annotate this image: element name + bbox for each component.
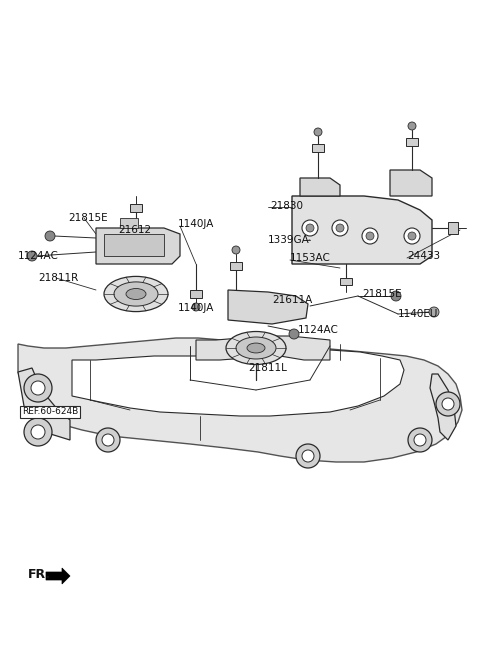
Circle shape [442,398,454,410]
Bar [130,204,142,212]
Text: 1140JA: 1140JA [178,219,215,229]
Polygon shape [196,336,330,360]
Bar [104,234,164,256]
Text: REF.60-624B: REF.60-624B [22,407,78,417]
Text: 1153AC: 1153AC [290,253,331,263]
Circle shape [192,303,200,311]
Circle shape [232,246,240,254]
Circle shape [296,444,320,468]
Polygon shape [72,350,404,416]
Bar [230,262,242,270]
Polygon shape [292,196,432,264]
Circle shape [362,228,378,244]
Circle shape [391,291,401,301]
Circle shape [45,231,55,241]
Text: 21811R: 21811R [38,273,78,283]
Text: 1124AC: 1124AC [298,325,339,335]
Polygon shape [96,228,180,264]
Polygon shape [390,170,432,196]
Circle shape [404,228,420,244]
Circle shape [436,392,460,416]
Ellipse shape [126,289,146,300]
Polygon shape [46,568,70,584]
Circle shape [408,232,416,240]
Circle shape [289,329,299,339]
Circle shape [31,425,45,439]
Circle shape [408,428,432,452]
Ellipse shape [247,343,265,353]
Ellipse shape [104,276,168,312]
Circle shape [332,220,348,236]
Ellipse shape [114,282,158,306]
Bar [448,222,458,234]
Circle shape [24,418,52,446]
Circle shape [102,434,114,446]
Bar [312,144,324,152]
Polygon shape [300,178,340,196]
Text: 21611A: 21611A [272,295,312,305]
Bar [406,138,418,146]
Text: 21815E: 21815E [68,213,108,223]
Circle shape [429,307,439,317]
Text: 1339GA: 1339GA [268,235,310,245]
Text: 1140EU: 1140EU [398,309,438,319]
Circle shape [366,232,374,240]
Circle shape [24,374,52,402]
Circle shape [302,220,318,236]
Circle shape [27,251,37,261]
Circle shape [31,381,45,395]
Text: 1140JA: 1140JA [178,303,215,313]
Circle shape [96,428,120,452]
Bar [120,218,138,228]
Bar [190,290,202,298]
Circle shape [336,224,344,232]
Text: 24433: 24433 [407,251,440,261]
Circle shape [408,122,416,130]
Ellipse shape [226,331,286,365]
Ellipse shape [236,337,276,359]
Polygon shape [18,368,70,440]
Text: 21612: 21612 [118,225,151,235]
Bar [340,278,352,285]
Polygon shape [430,374,456,440]
Text: FR.: FR. [28,567,51,581]
Polygon shape [18,338,462,462]
Text: 1124AC: 1124AC [18,251,59,261]
Polygon shape [228,290,308,324]
Circle shape [302,450,314,462]
Text: 21811L: 21811L [248,363,287,373]
Text: 21830: 21830 [270,201,303,211]
Circle shape [414,434,426,446]
Circle shape [306,224,314,232]
Circle shape [314,128,322,136]
Text: 21815E: 21815E [362,289,402,299]
